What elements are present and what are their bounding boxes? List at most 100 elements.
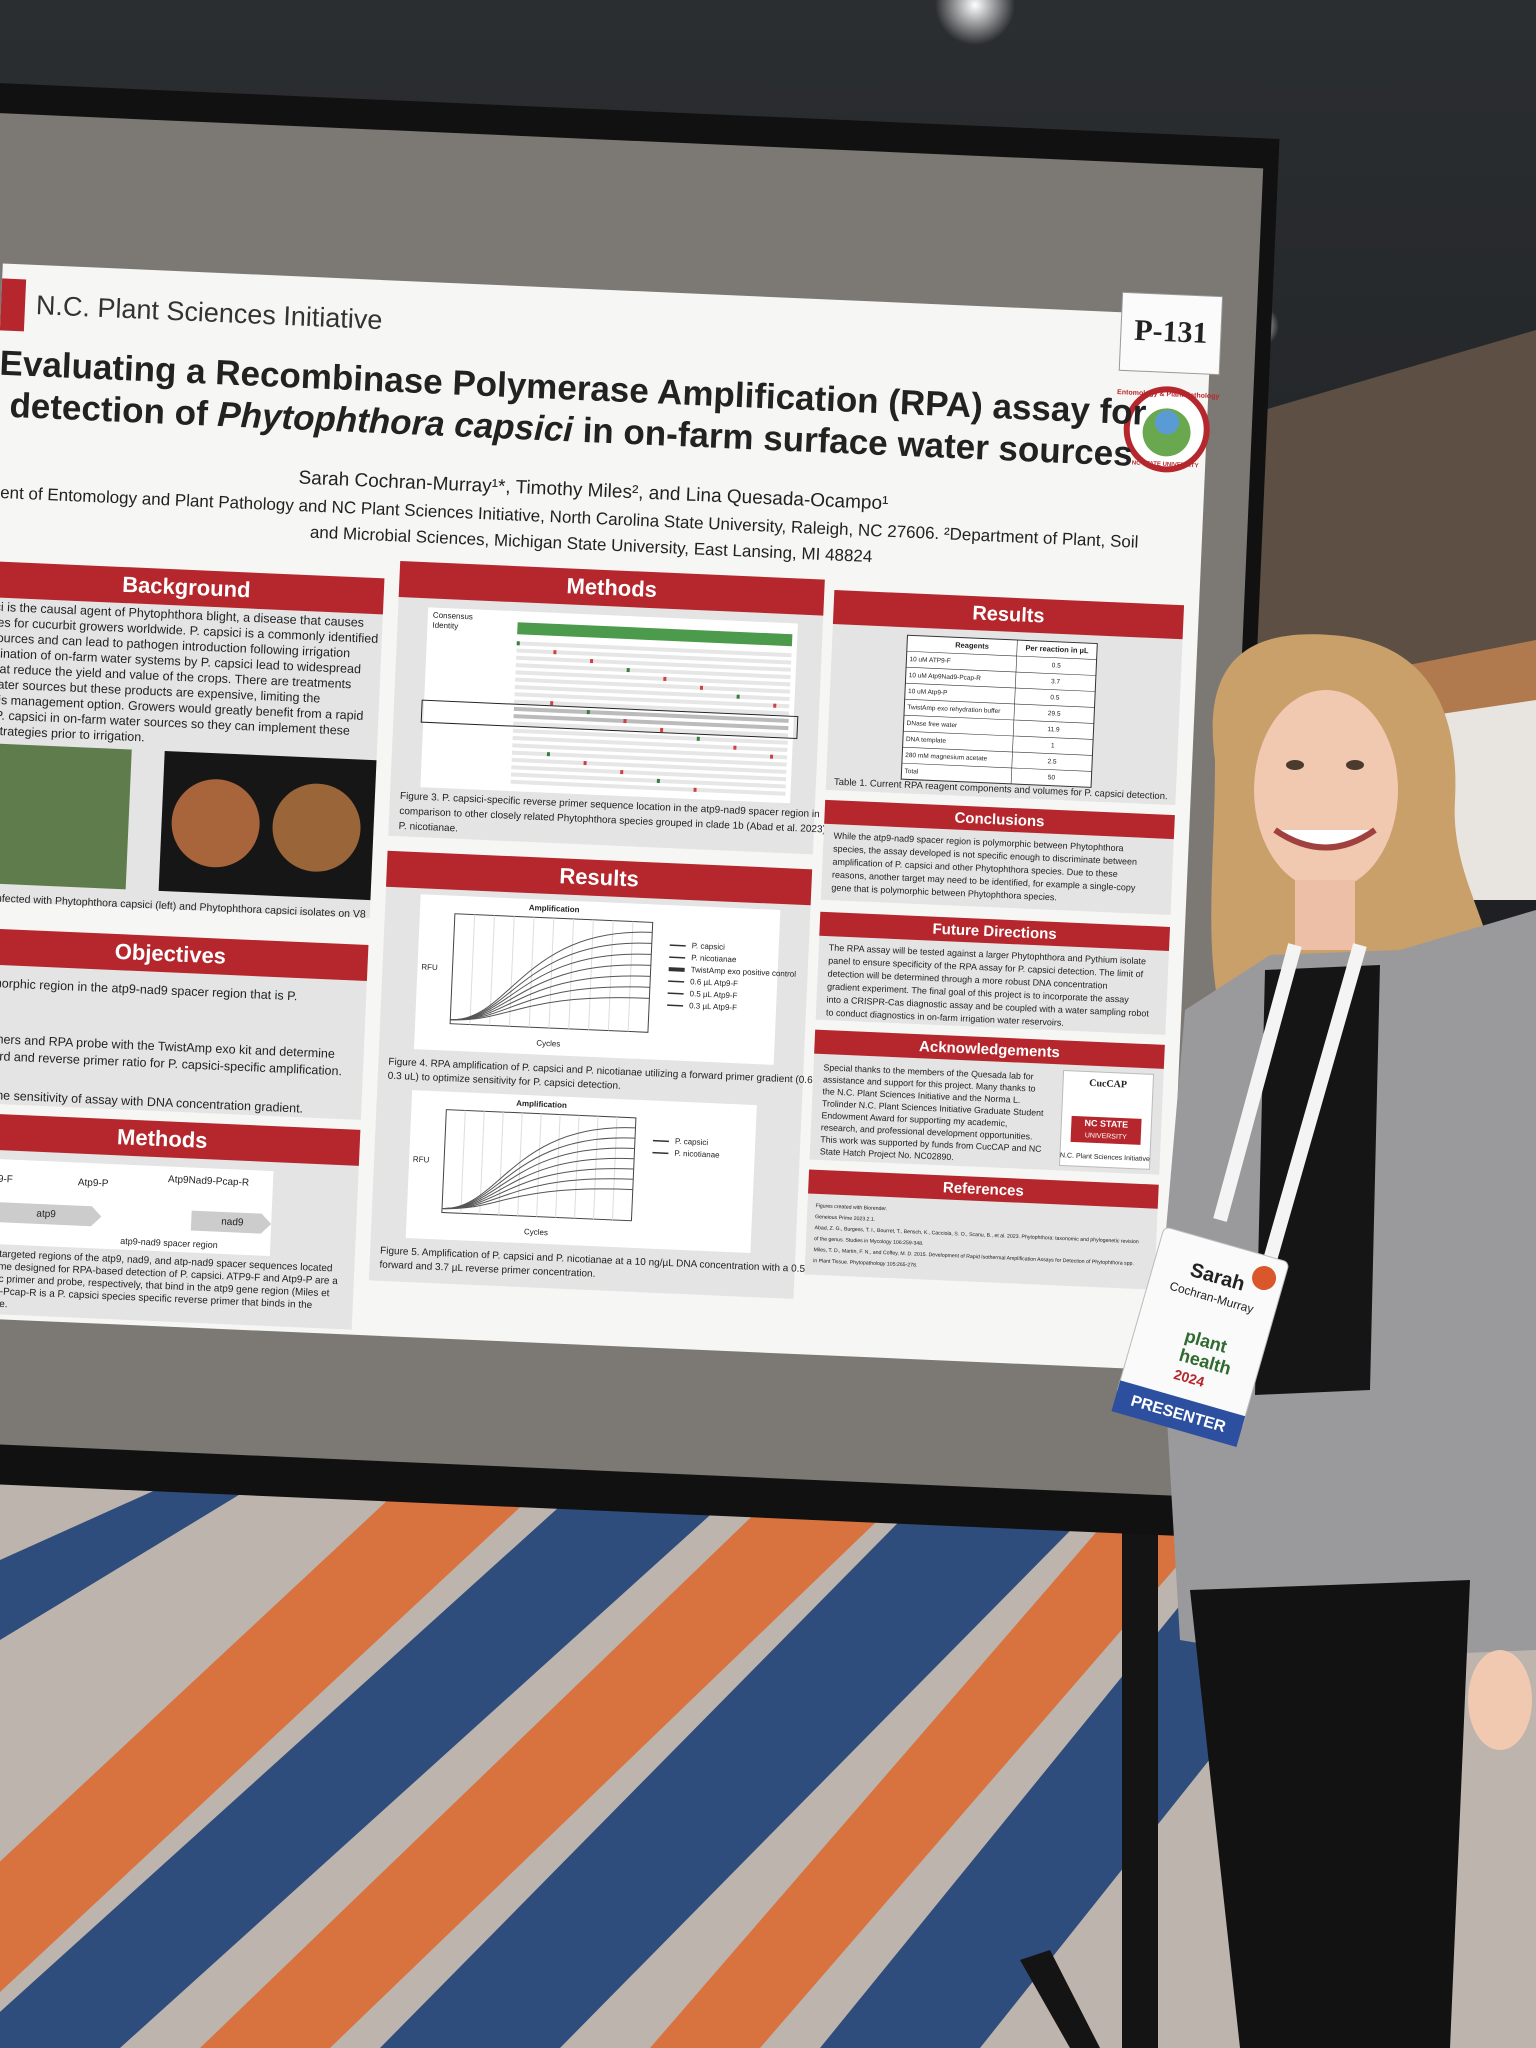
caption: P. nicotianae. bbox=[398, 821, 458, 835]
table-rule bbox=[1010, 640, 1018, 784]
plot-grid bbox=[607, 920, 614, 1031]
section-heading: References bbox=[943, 1179, 1025, 1200]
figure-title: Amplification bbox=[516, 1099, 567, 1110]
lanyard bbox=[1213, 943, 1367, 1262]
section-heading: Methods bbox=[566, 573, 657, 602]
alignment-row bbox=[510, 779, 786, 796]
alignment-row bbox=[516, 648, 792, 665]
table-cell: 280 mM magnesium acetate bbox=[905, 752, 988, 763]
alignment-tick bbox=[733, 745, 737, 750]
section-header bbox=[0, 1112, 361, 1166]
alignment-label: Identity bbox=[432, 621, 458, 631]
table-cell: DNA template bbox=[906, 736, 947, 745]
figure-title: Amplification bbox=[529, 903, 580, 914]
org-bar bbox=[0, 278, 27, 332]
table-rule bbox=[906, 666, 1096, 676]
plot-grid bbox=[517, 1112, 523, 1216]
logo-text: N.C. Plant Sciences Initiative bbox=[1060, 1152, 1150, 1163]
body-text: t strategies prior to irrigation. bbox=[0, 723, 145, 744]
alignment-tick bbox=[620, 769, 624, 775]
alignment-tick bbox=[550, 701, 554, 706]
section-header bbox=[832, 590, 1185, 640]
section-header bbox=[0, 927, 369, 982]
reference: of the genus. Studies in Mycology 106:25… bbox=[814, 1236, 924, 1247]
alignment-row bbox=[511, 765, 787, 782]
photo-leaves bbox=[0, 742, 132, 890]
table-rule bbox=[903, 714, 1094, 724]
table-rule bbox=[903, 730, 1094, 740]
section-heading: Conclusions bbox=[954, 809, 1045, 830]
poster-board: N.C. Plant Sciences Initiative P-131 Entom… bbox=[0, 82, 1280, 1538]
badge: Sarah Cochran-Murray plant health 2024 P… bbox=[1111, 1227, 1289, 1447]
legend-label: 0.5 µL Atp9-F bbox=[689, 989, 737, 1000]
amplification-curve bbox=[450, 931, 653, 1021]
diagram-label: atp9-nad9 spacer region bbox=[120, 1236, 218, 1250]
alignment-row bbox=[512, 728, 788, 745]
table-cell: 3.7 bbox=[1051, 678, 1061, 685]
plot-grid bbox=[548, 918, 555, 1029]
legend-swatch bbox=[667, 1004, 684, 1007]
diagram-label: Atp9-P bbox=[78, 1177, 109, 1189]
section-heading: Results bbox=[972, 602, 1045, 627]
table-cell: 2.5 bbox=[1047, 758, 1057, 765]
table-rule bbox=[905, 682, 1096, 692]
section-heading: Objectives bbox=[114, 939, 226, 969]
neck bbox=[1295, 880, 1355, 950]
arrow bbox=[190, 1210, 272, 1234]
figure bbox=[413, 894, 781, 1065]
diagram-label: atp9 bbox=[36, 1208, 56, 1220]
alignment-row bbox=[514, 692, 790, 709]
alignment-row bbox=[513, 721, 789, 738]
plot-grid bbox=[555, 1114, 561, 1218]
top bbox=[1255, 965, 1380, 1395]
diagram-label: nad9 bbox=[221, 1217, 244, 1229]
table-cell: 10 uM Atp9Nad9-Pcap-R bbox=[909, 672, 982, 682]
alignment-row bbox=[513, 714, 789, 731]
legend-label: P. capsici bbox=[692, 941, 726, 951]
logo-text: NC STATE UNIVERSITY bbox=[1132, 460, 1199, 469]
petri-dish bbox=[272, 783, 361, 872]
eye bbox=[1346, 760, 1364, 770]
alignment-tick bbox=[553, 650, 557, 655]
legend-swatch bbox=[667, 992, 684, 995]
alignment-row bbox=[512, 736, 788, 753]
alignment-row bbox=[515, 670, 791, 687]
legend-label: 0.3 µL Atp9-F bbox=[689, 1001, 737, 1012]
section-header bbox=[819, 911, 1171, 951]
table-cell: 10 uM Atp9-P bbox=[908, 688, 948, 697]
logo-badge bbox=[1070, 1115, 1142, 1145]
reference: Geneious Prime 2023.2.1. bbox=[815, 1214, 875, 1223]
alignment-tick bbox=[699, 685, 704, 690]
legend-label: P. nicotianae bbox=[674, 1149, 720, 1160]
section-heading: Methods bbox=[117, 1124, 208, 1153]
diagram bbox=[0, 1157, 274, 1257]
amplification-curve bbox=[450, 942, 652, 1021]
section-heading: Future Directions bbox=[932, 921, 1057, 943]
section-heading: Results bbox=[559, 863, 639, 891]
section-heading: Background bbox=[122, 572, 251, 603]
figure bbox=[405, 1090, 757, 1253]
section-heading: Acknowledgements bbox=[919, 1038, 1060, 1061]
logo-text: CucCAP bbox=[1089, 1078, 1127, 1091]
section-header bbox=[814, 1029, 1165, 1069]
logo-text: Entomology & Plant Pathology bbox=[1117, 389, 1220, 400]
logo-text: UNIVERSITY bbox=[1085, 1132, 1128, 1141]
table-cell: 0.5 bbox=[1052, 662, 1062, 669]
petri-dish bbox=[171, 779, 260, 868]
legend-label: P. nicotianae bbox=[691, 953, 737, 964]
table-cell: Total bbox=[904, 768, 919, 776]
plot-grid bbox=[627, 921, 634, 1032]
light bbox=[935, 0, 1015, 45]
alignment-tick bbox=[769, 754, 774, 759]
alignment-row bbox=[516, 641, 792, 658]
axis-label: RFU bbox=[413, 1155, 430, 1165]
pants bbox=[1190, 1580, 1470, 2048]
hand bbox=[1468, 1650, 1532, 1750]
section-header bbox=[0, 561, 385, 615]
consensus-bar bbox=[517, 622, 793, 647]
arrow bbox=[0, 1200, 102, 1227]
plot-grid bbox=[528, 917, 535, 1028]
reference: Figures created with Biorender. bbox=[815, 1203, 887, 1212]
table-rule bbox=[901, 762, 1092, 772]
alignment-label: Consensus bbox=[433, 611, 473, 622]
